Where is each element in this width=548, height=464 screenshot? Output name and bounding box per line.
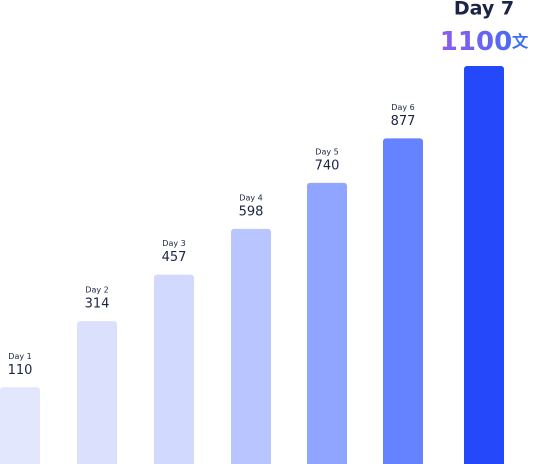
- value-label: 1100文: [440, 27, 529, 57]
- value-label: 598: [239, 204, 264, 219]
- day-label: Day 2: [85, 286, 108, 295]
- bar: [231, 228, 271, 464]
- value-label: 457: [162, 250, 187, 265]
- day-label: Day 1: [8, 352, 31, 361]
- day-label: Day 7: [454, 0, 514, 20]
- day-label: Day 5: [315, 147, 338, 156]
- bar: [383, 138, 423, 464]
- day-label: Day 3: [162, 239, 185, 248]
- value-unit: 文: [512, 32, 529, 51]
- value-label: 740: [315, 158, 340, 173]
- bar: [464, 66, 504, 464]
- bar: [154, 274, 194, 464]
- bar: [77, 321, 117, 464]
- value-number: 1100: [440, 27, 512, 57]
- day-label: Day 4: [239, 193, 262, 202]
- value-label: 877: [391, 114, 416, 129]
- bar: [307, 182, 347, 464]
- day-label: Day 6: [391, 103, 414, 112]
- bar: [0, 387, 40, 464]
- value-label: 314: [85, 297, 110, 312]
- value-label: 110: [8, 363, 33, 378]
